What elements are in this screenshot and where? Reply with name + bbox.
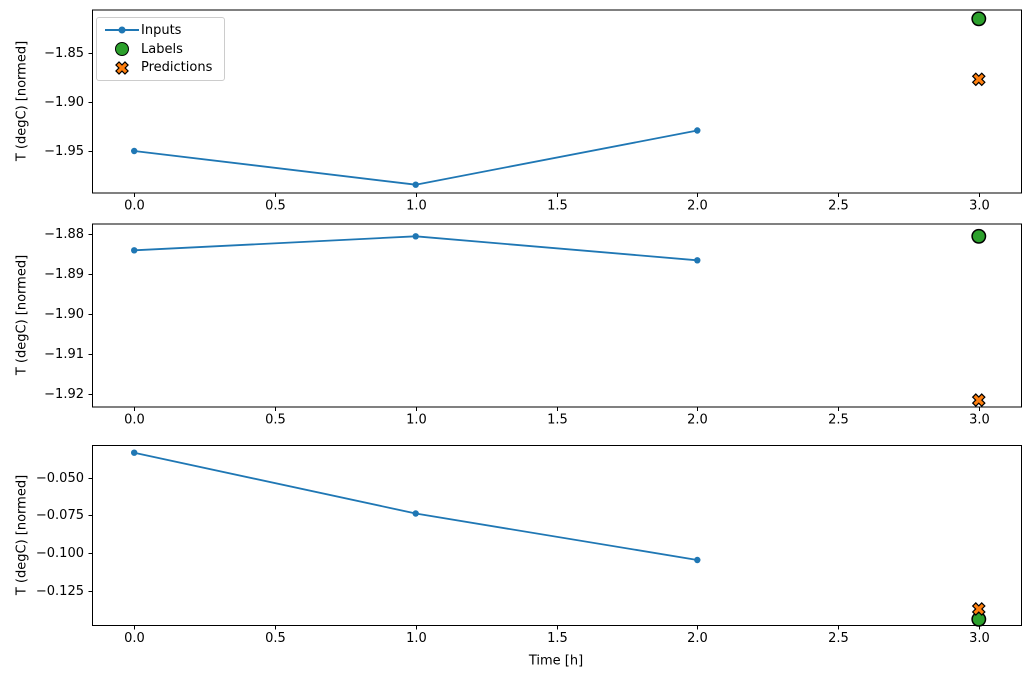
x-tick-label: 1.5 xyxy=(547,199,568,214)
legend-label: Labels xyxy=(141,41,183,57)
y-axis-label-subplot-3: T (degC) [normed] xyxy=(14,474,30,596)
axes-frame xyxy=(92,445,1022,626)
predictions-x-icon xyxy=(103,60,141,76)
x-tick-label: 2.5 xyxy=(828,631,849,646)
labels-circle-icon xyxy=(103,42,141,56)
subplot-1: 0.0 0.5 1.0 1.5 2.0 2.5 3.0 −1.85 −1.90 −1.95 xyxy=(44,9,1022,214)
legend: Inputs Labels Predictions xyxy=(96,17,225,81)
x-tick-label: 1.5 xyxy=(547,413,568,428)
y-tick-label: −0.125 xyxy=(36,584,84,599)
legend-item-inputs: Inputs xyxy=(103,21,218,40)
x-tick-label: 0.5 xyxy=(265,199,286,214)
input-point xyxy=(412,510,419,517)
x-tick-label: 3.0 xyxy=(969,199,990,214)
x-tick-label: 0.5 xyxy=(265,413,286,428)
input-point xyxy=(131,147,138,155)
x-tick-label: 2.5 xyxy=(828,413,849,428)
y-tick-label: −0.100 xyxy=(36,546,84,561)
y-tick-label: −0.050 xyxy=(36,471,84,486)
prediction-marker xyxy=(971,393,986,408)
y-axis-label-subplot-2: T (degC) [normed] xyxy=(14,254,30,376)
legend-label: Inputs xyxy=(141,22,182,38)
prediction-marker xyxy=(971,602,986,616)
x-tick-label: 0.5 xyxy=(265,631,286,646)
y-tick-label: −1.95 xyxy=(44,144,84,159)
y-tick-label: −1.89 xyxy=(44,267,84,282)
axes-frame xyxy=(92,9,1022,194)
x-axis-label: Time [h] xyxy=(528,653,584,669)
inputs-line xyxy=(134,451,698,561)
y-tick-label: −1.92 xyxy=(44,387,84,402)
y-tick-label: −1.85 xyxy=(44,46,84,61)
label-marker xyxy=(971,611,987,627)
y-tick-label: −1.91 xyxy=(44,347,84,362)
y-tick-label: −1.88 xyxy=(44,227,84,242)
legend-item-predictions: Predictions xyxy=(103,58,218,77)
x-tick-label: 3.0 xyxy=(969,413,990,428)
inputs-line xyxy=(134,129,698,186)
prediction-marker xyxy=(971,72,986,87)
x-tick-label: 1.0 xyxy=(406,413,427,428)
legend-item-labels: Labels xyxy=(103,40,218,59)
x-tick-label: 2.0 xyxy=(687,631,708,646)
x-tick-label: 1.0 xyxy=(406,631,427,646)
input-point xyxy=(694,127,701,134)
x-tick-label: 0.0 xyxy=(124,631,145,646)
input-point xyxy=(131,449,138,456)
x-tick-label: 1.0 xyxy=(406,199,427,214)
input-point xyxy=(131,247,138,254)
x-tick-label: 2.0 xyxy=(687,199,708,214)
input-point xyxy=(694,257,701,264)
subplot-2: 0.0 0.5 1.0 1.5 2.0 2.5 3.0 −1.88 −1.89 −1.90 −1.9… xyxy=(44,223,1022,428)
x-tick-label: 0.0 xyxy=(124,413,145,428)
label-marker xyxy=(971,11,987,27)
legend-label: Predictions xyxy=(141,60,213,76)
input-point xyxy=(412,233,419,240)
y-tick-label: −1.90 xyxy=(44,307,84,322)
subplot-3: 0.0 0.5 1.0 1.5 2.0 2.5 3.0 −0.050 −0.075 −0.100 −… xyxy=(36,445,1022,646)
x-tick-label: 2.0 xyxy=(687,413,708,428)
axes-frame xyxy=(92,223,1022,408)
input-point xyxy=(694,556,701,564)
inputs-line xyxy=(134,235,698,262)
x-tick-label: 2.5 xyxy=(828,199,849,214)
inputs-line-icon xyxy=(103,26,141,34)
label-marker xyxy=(971,228,987,244)
x-tick-label: 3.0 xyxy=(969,631,990,646)
y-tick-label: −0.075 xyxy=(36,508,84,523)
y-tick-label: −1.90 xyxy=(44,95,84,110)
x-tick-label: 0.0 xyxy=(124,199,145,214)
input-point xyxy=(412,181,419,188)
y-axis-label-subplot-1: T (degC) [normed] xyxy=(14,40,30,162)
x-tick-label: 1.5 xyxy=(547,631,568,646)
